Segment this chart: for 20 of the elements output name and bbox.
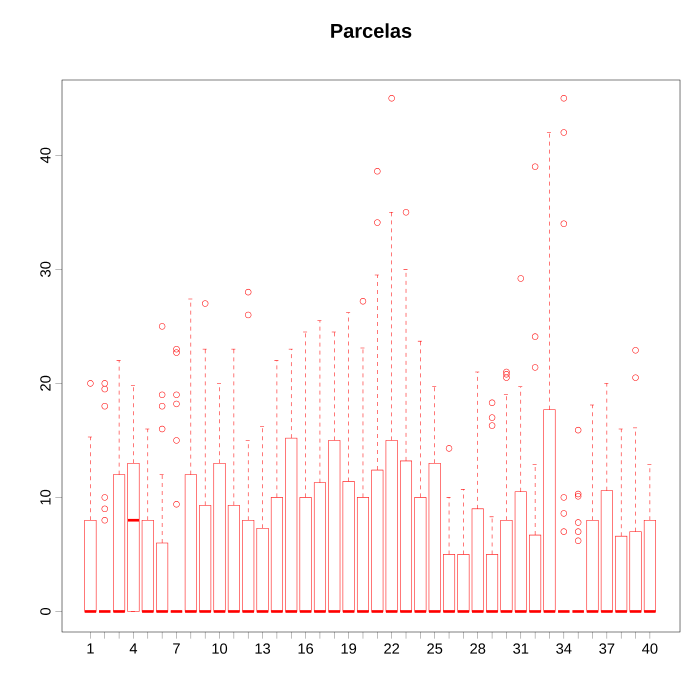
x-tick-label: 16 — [298, 643, 314, 654]
y-tick-label: 20 — [40, 376, 51, 391]
x-tick-label: 28 — [470, 643, 486, 654]
x-tick-label: 40 — [642, 643, 658, 654]
y-tick-label: 0 — [40, 608, 51, 615]
x-tick-label: 7 — [173, 643, 180, 654]
y-tick-label: 40 — [40, 148, 51, 164]
x-tick-label: 31 — [513, 643, 528, 654]
x-tick-label: 4 — [130, 643, 138, 654]
chart-title: Parcelas — [331, 23, 412, 38]
x-tick-label: 34 — [556, 643, 572, 654]
y-tick-label: 30 — [40, 262, 51, 277]
x-tick-label: 1 — [87, 643, 94, 654]
x-tick-label: 37 — [599, 643, 614, 654]
x-tick-label: 13 — [256, 643, 270, 654]
x-tick-label: 22 — [384, 643, 400, 654]
x-tick-label: 25 — [427, 643, 442, 654]
x-tick-label: 10 — [212, 643, 228, 654]
y-tick-label: 10 — [40, 490, 51, 504]
x-tick-label: 19 — [342, 643, 356, 654]
